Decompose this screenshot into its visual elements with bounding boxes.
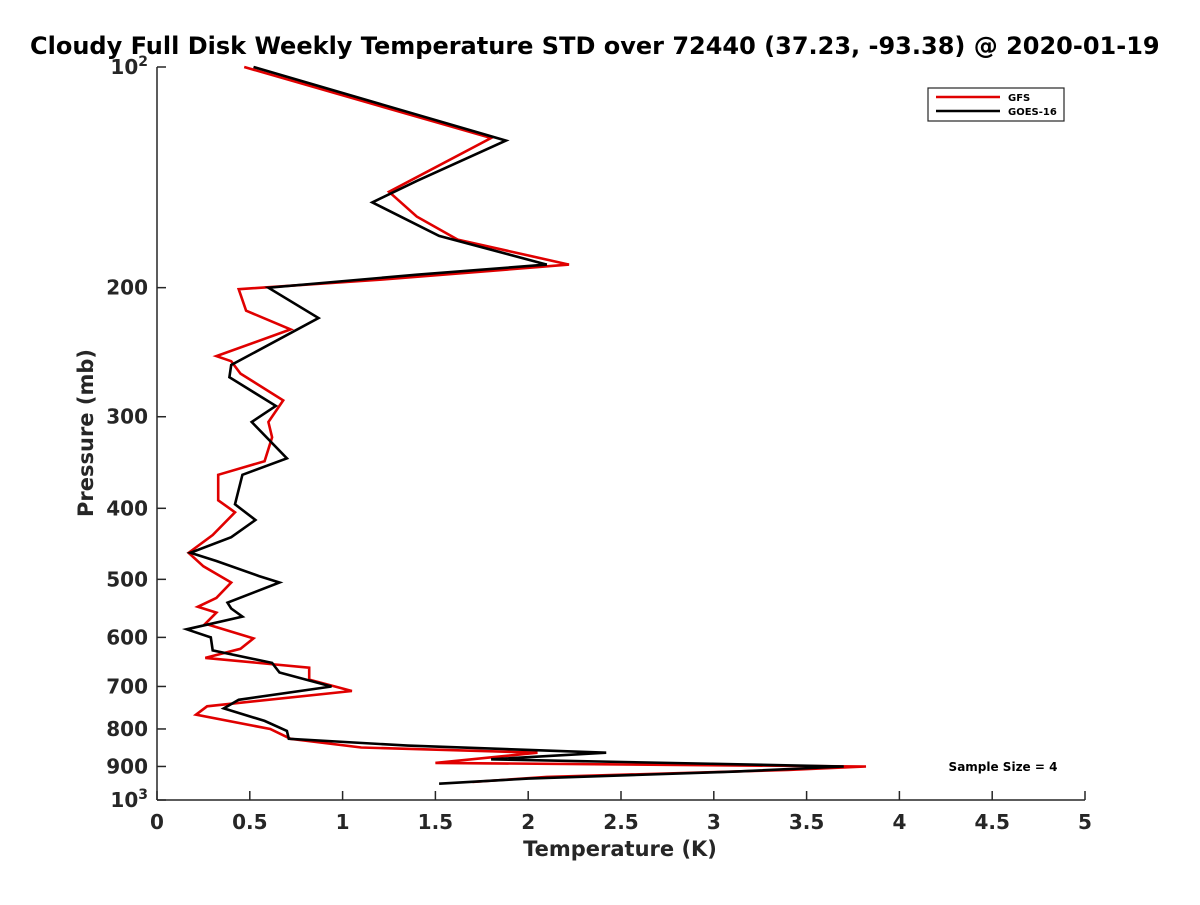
legend-label-gfs: GFS [1008,93,1030,104]
legend: GFS GOES-16 [927,87,1065,122]
x-tick-label: 2.5 [603,810,638,834]
series-line-gfs [186,65,867,784]
x-tick-label: 1.5 [418,810,453,834]
sample-size-annotation: Sample Size = 4 [949,760,1058,774]
series-layer [181,65,867,785]
y-tick-label: 600 [106,625,148,649]
axes-layer: 0 0.5 1 1.5 2 2.5 3 3.5 4 4.5 5 102 200 300 400 500 600 7… [106,54,1092,834]
y-tick-label: 900 [106,754,148,778]
x-tick-label: 4.5 [974,810,1009,834]
series-line-goes-16 [181,65,844,785]
x-tick-label: 4 [892,810,906,834]
legend-label-goes-16: GOES-16 [1008,107,1057,118]
x-axis-label: Temperature (K) [523,837,717,861]
x-tick-label: 0 [150,810,164,834]
x-tick-label: 0.5 [232,810,267,834]
y-tick-label: 700 [106,674,148,698]
x-tick-label: 3 [707,810,721,834]
y-tick-label: 800 [106,717,148,741]
y-tick-label: 102 [110,54,148,79]
y-tick-label: 103 [110,787,148,812]
y-tick-label: 300 [106,405,148,429]
x-tick-label: 3.5 [789,810,824,834]
legend-box [927,87,1065,122]
x-tick-label: 2 [521,810,535,834]
x-tick-label: 5 [1078,810,1092,834]
y-tick-label: 400 [106,496,148,520]
chart-title: Cloudy Full Disk Weekly Temperature STD … [30,32,1160,60]
x-tick-label: 1 [336,810,350,834]
y-tick-label: 200 [106,276,148,300]
y-axis-label: Pressure (mb) [74,349,98,517]
y-tick-label: 500 [106,567,148,591]
